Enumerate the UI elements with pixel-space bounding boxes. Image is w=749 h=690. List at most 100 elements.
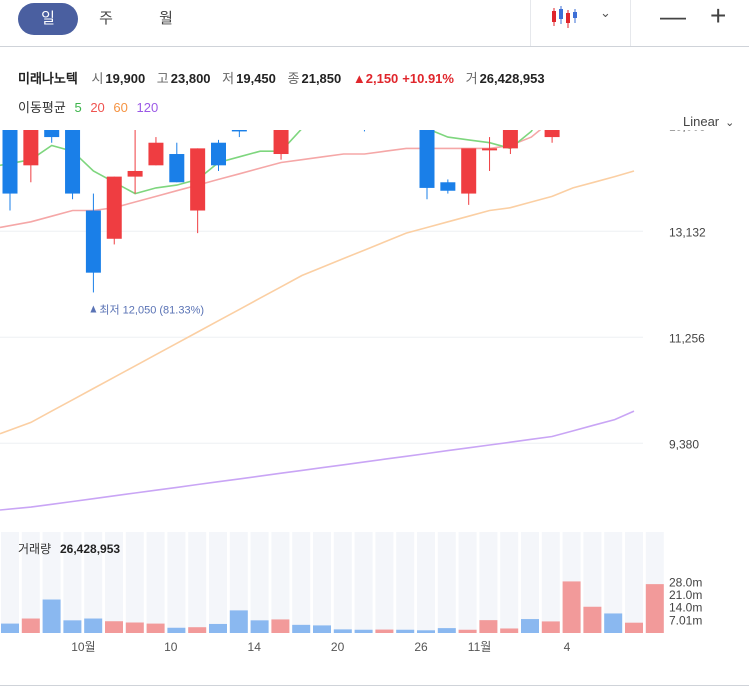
x-axis-label: 26	[414, 640, 428, 654]
volume-column-bg	[479, 532, 498, 633]
candle	[461, 148, 477, 194]
plus-icon[interactable]: +	[710, 0, 727, 31]
volume-bar	[541, 621, 560, 633]
volume-bar	[125, 622, 144, 633]
volume-bar	[479, 620, 498, 633]
ma60-label: 60	[113, 100, 128, 115]
up-triangle-icon	[90, 305, 97, 313]
volume-bar	[313, 625, 331, 633]
x-axis-label: 11월	[468, 640, 492, 654]
volume-bar	[375, 629, 394, 633]
volume-bar	[42, 599, 61, 633]
chevron-down-icon: ⌄	[725, 117, 735, 129]
minus-icon[interactable]: —	[660, 1, 686, 31]
volume-column-bg	[188, 532, 207, 633]
volume-bar	[437, 628, 456, 633]
close-label: 종	[287, 71, 300, 86]
volume-bar	[292, 624, 311, 633]
tab-daily[interactable]: 일	[18, 3, 78, 35]
x-axis-label: 14	[248, 640, 262, 654]
volume-column-bg	[209, 532, 227, 633]
ma-label: 이동평균	[18, 100, 66, 115]
min-price-annotation: 최저 12,050 (81.33%)	[99, 303, 204, 316]
tab-weekly[interactable]: 주	[99, 10, 113, 27]
volume-column-bg	[541, 532, 560, 633]
volume-column-bg	[271, 532, 290, 633]
volume-tick-label: 14.0m	[669, 601, 702, 615]
volume-bar	[105, 621, 123, 633]
candle	[190, 148, 206, 211]
x-axis-label: 20	[331, 640, 345, 654]
volume-bar	[271, 619, 290, 633]
volume-column-bg	[1, 532, 19, 633]
low-value: 19,450	[236, 71, 276, 86]
chevron-down-icon[interactable]: ⌄	[600, 5, 611, 20]
ma120-label: 120	[136, 100, 159, 115]
volume-bar	[458, 629, 477, 633]
candle	[85, 210, 101, 273]
ma-line-120	[0, 410, 635, 511]
volume-bar	[250, 620, 269, 633]
volume-column-bg	[125, 532, 144, 633]
candle	[148, 142, 164, 166]
high-label: 고	[156, 71, 169, 86]
volume-column-bg	[354, 532, 373, 633]
volume-tick-label: 21.0m	[669, 588, 702, 602]
volume-bar	[583, 606, 602, 633]
volume-value: 26,428,953	[479, 71, 545, 86]
volume-bar	[21, 618, 40, 633]
candlestick-chart-icon[interactable]	[550, 5, 580, 29]
candle	[419, 130, 435, 188]
candle	[211, 142, 226, 166]
stock-info-row: 미래나노텍 시 19,900 고 23,800 저 19,450 종 21,850 ▲2…	[18, 68, 553, 87]
volume-bar	[63, 620, 82, 633]
volume-column-bg	[146, 532, 165, 633]
volume-column-bg	[105, 532, 123, 633]
scale-selector[interactable]: Linear ⌄	[683, 114, 734, 129]
ma5-label: 5	[74, 100, 82, 115]
volume-column-bg	[458, 532, 477, 633]
candle	[2, 130, 18, 194]
volume-column-bg	[333, 532, 352, 633]
ma-line-5	[0, 130, 534, 195]
x-axis-label: 4	[564, 640, 571, 654]
price-chart[interactable]: 9,38011,25613,13215,00816,88418,76020,63…	[0, 130, 749, 685]
moving-average-legend[interactable]: 이동평균 5 20 60 120	[18, 97, 158, 116]
volume-column-bg	[437, 532, 456, 633]
volume-column-bg	[521, 532, 539, 633]
divider	[630, 0, 631, 46]
candle	[65, 130, 81, 194]
tab-monthly[interactable]: 월	[159, 10, 173, 27]
volume-column-bg	[500, 532, 519, 633]
stock-name: 미래나노텍	[18, 71, 78, 86]
divider	[530, 0, 531, 46]
volume-column-bg	[625, 532, 643, 633]
candle	[106, 176, 122, 239]
volume-bar	[229, 610, 248, 633]
volume-bar	[645, 584, 664, 633]
volume-bar	[354, 629, 373, 633]
price-tick-label: 15,008	[669, 130, 706, 133]
scale-label: Linear	[683, 114, 720, 129]
volume-column-bg	[375, 532, 394, 633]
candle	[482, 148, 498, 151]
ma-line-60	[0, 170, 635, 435]
volume-label: 거래량	[18, 542, 51, 556]
volume-column-bg	[250, 532, 269, 633]
x-axis-label: 10	[164, 640, 178, 654]
open-label: 시	[91, 71, 104, 86]
volume-column-bg	[167, 532, 186, 633]
change-value: ▲2,150	[352, 71, 399, 86]
volume-value-label: 26,428,953	[60, 542, 120, 556]
candle	[23, 130, 39, 166]
volume-column-bg	[63, 532, 82, 633]
volume-bar	[604, 613, 623, 633]
volume-column-bg	[21, 532, 40, 633]
volume-bar	[521, 619, 539, 633]
volume-bar	[84, 618, 103, 633]
x-axis-label: 10월	[71, 640, 95, 654]
volume-bar	[188, 627, 207, 633]
volume-label: 거	[465, 71, 478, 86]
volume-bar	[209, 623, 227, 633]
volume-bar	[396, 629, 415, 633]
